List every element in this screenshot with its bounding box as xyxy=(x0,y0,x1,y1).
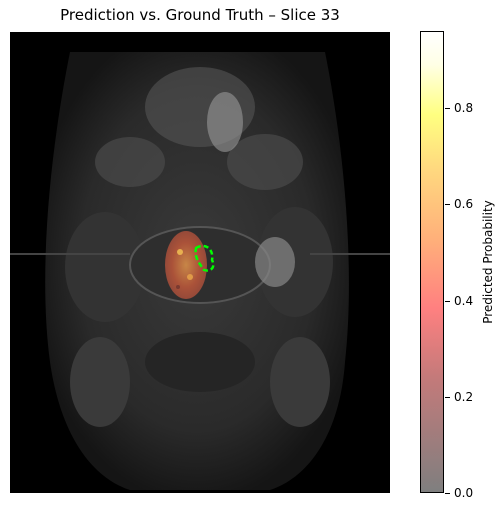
ground-truth-contour xyxy=(194,244,215,272)
pred-speck xyxy=(187,274,193,280)
bowel-left xyxy=(95,137,165,187)
lower-center xyxy=(145,332,255,392)
colorbar-tick-label: 0.4 xyxy=(454,294,474,308)
colorbar-tick xyxy=(445,301,450,302)
bowel-right xyxy=(227,134,303,190)
colorbar-tick xyxy=(445,397,450,398)
colorbar-tick-label: 0.2 xyxy=(454,390,474,404)
mri-slice-svg xyxy=(10,32,390,493)
colorbar xyxy=(420,31,444,493)
lower-right-muscle xyxy=(270,337,330,427)
colorbar-tick-label: 0.0 xyxy=(454,486,474,500)
rectum xyxy=(255,237,295,287)
colorbar-tick-label: 0.6 xyxy=(454,197,474,211)
colorbar-label: Predicted Probability xyxy=(481,200,495,324)
pred-speck xyxy=(176,285,180,289)
left-hip xyxy=(65,212,145,322)
colorbar-tick-label: 0.8 xyxy=(454,101,474,115)
colorbar-tick xyxy=(445,204,450,205)
pred-speck xyxy=(177,249,183,255)
lower-left-muscle xyxy=(70,337,130,427)
colorbar-tick xyxy=(445,108,450,109)
bright-loop xyxy=(207,92,243,152)
mri-slice-image xyxy=(10,32,390,493)
figure-title: Prediction vs. Ground Truth – Slice 33 xyxy=(60,6,340,24)
colorbar-tick xyxy=(445,493,450,494)
